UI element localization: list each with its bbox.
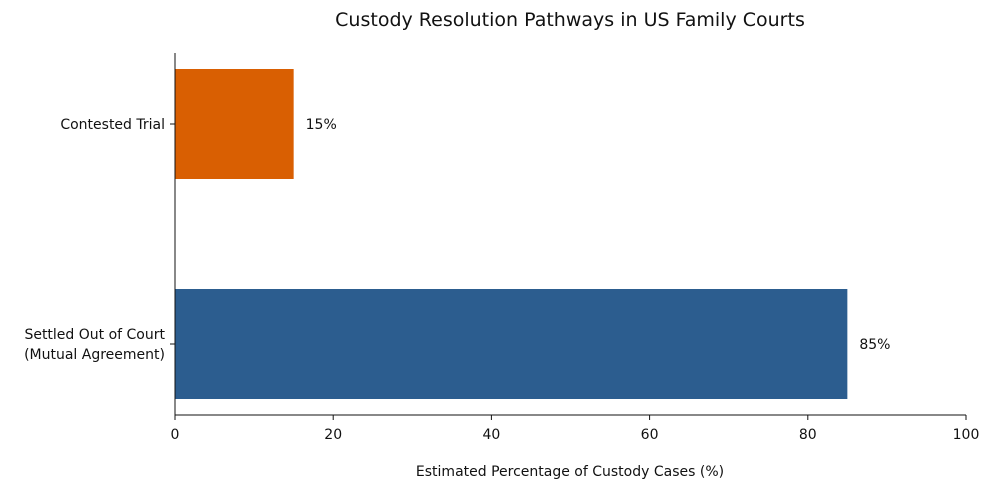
x-tick-label-2: 40 [482, 427, 500, 443]
x-tick-label-4: 80 [799, 427, 817, 443]
data-label-1: 15% [306, 117, 337, 133]
x-tick-label-1: 20 [324, 427, 342, 443]
chart-title: Custody Resolution Pathways in US Family… [335, 9, 805, 31]
category-label-1: Contested Trial [60, 117, 165, 133]
category-label-2: Settled Out of Court (Mutual Agreement) [24, 327, 165, 363]
x-tick-label-0: 0 [171, 427, 180, 443]
x-tick-label-3: 60 [641, 427, 659, 443]
bar-1 [175, 69, 294, 179]
bar-2 [175, 289, 848, 399]
x-axis-label: Estimated Percentage of Custody Cases (%… [416, 464, 724, 480]
data-label-2: 85% [859, 337, 890, 353]
x-tick-label-5: 100 [953, 427, 980, 443]
